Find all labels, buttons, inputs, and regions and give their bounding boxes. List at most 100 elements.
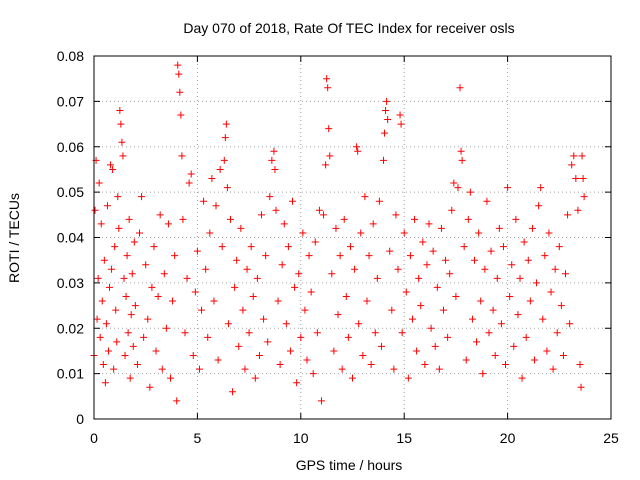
data-point bbox=[237, 224, 245, 232]
data-point bbox=[268, 156, 276, 164]
data-point bbox=[231, 283, 239, 291]
data-point bbox=[427, 324, 435, 332]
data-point bbox=[353, 143, 361, 151]
data-point bbox=[315, 206, 323, 214]
data-point bbox=[125, 215, 133, 223]
data-point bbox=[271, 165, 279, 173]
data-point bbox=[518, 374, 526, 382]
data-point bbox=[383, 97, 391, 105]
data-point bbox=[255, 351, 263, 359]
data-point bbox=[553, 329, 561, 337]
data-point bbox=[400, 229, 408, 237]
data-point bbox=[178, 152, 186, 160]
data-point bbox=[460, 243, 468, 251]
data-point bbox=[98, 297, 106, 305]
data-point bbox=[249, 292, 257, 300]
data-point bbox=[253, 274, 261, 282]
y-tick-label: 0.05 bbox=[57, 184, 84, 200]
data-point bbox=[258, 211, 266, 219]
data-point bbox=[419, 238, 427, 246]
data-point bbox=[216, 165, 224, 173]
data-point bbox=[386, 247, 394, 255]
data-point bbox=[262, 252, 270, 260]
data-point bbox=[462, 356, 470, 364]
data-point bbox=[313, 329, 321, 337]
data-point bbox=[160, 270, 168, 278]
data-point bbox=[100, 256, 108, 264]
data-point bbox=[466, 188, 474, 196]
data-point bbox=[135, 229, 143, 237]
data-point bbox=[530, 356, 538, 364]
data-point bbox=[303, 356, 311, 364]
data-point bbox=[183, 274, 191, 282]
y-tick-label: 0.06 bbox=[57, 139, 84, 155]
data-point bbox=[276, 361, 284, 369]
data-point bbox=[413, 347, 421, 355]
data-point bbox=[421, 361, 429, 369]
data-point bbox=[289, 197, 297, 205]
data-point bbox=[340, 215, 348, 223]
data-point bbox=[223, 184, 231, 192]
data-point bbox=[543, 347, 551, 355]
data-point bbox=[508, 261, 516, 269]
data-point bbox=[167, 374, 175, 382]
data-point bbox=[369, 220, 377, 228]
y-tick-label: 0.02 bbox=[57, 320, 84, 336]
data-point bbox=[93, 315, 101, 323]
data-point bbox=[264, 338, 272, 346]
data-point bbox=[154, 292, 162, 300]
data-point bbox=[97, 220, 105, 228]
data-point bbox=[284, 243, 292, 251]
data-point bbox=[311, 238, 319, 246]
data-point bbox=[96, 333, 104, 341]
data-point bbox=[354, 147, 362, 155]
axis-ticks: 0 5 10 15 20 25 0 0.01 0.02 0.03 0.04 0.05 0.06 0.07 0… bbox=[57, 48, 619, 446]
data-point bbox=[551, 265, 559, 273]
data-point bbox=[120, 274, 128, 282]
data-point bbox=[435, 365, 443, 373]
data-point bbox=[479, 370, 487, 378]
data-point bbox=[390, 365, 398, 373]
data-point bbox=[520, 238, 528, 246]
data-point bbox=[235, 342, 243, 350]
data-point bbox=[375, 197, 383, 205]
data-point bbox=[355, 320, 363, 328]
data-point bbox=[437, 224, 445, 232]
data-point bbox=[555, 243, 563, 251]
data-point bbox=[489, 306, 497, 314]
x-axis-label: GPS time / hours bbox=[296, 457, 403, 473]
data-point bbox=[94, 274, 102, 282]
data-point bbox=[557, 302, 565, 310]
data-point bbox=[116, 106, 124, 114]
data-point bbox=[187, 170, 195, 178]
data-point bbox=[280, 220, 288, 228]
data-point bbox=[464, 215, 472, 223]
data-point bbox=[502, 361, 510, 369]
data-point bbox=[475, 229, 483, 237]
data-point bbox=[107, 161, 115, 169]
data-point bbox=[326, 152, 334, 160]
data-point bbox=[454, 184, 462, 192]
data-point bbox=[152, 347, 160, 355]
data-point bbox=[363, 297, 371, 305]
data-point bbox=[241, 365, 249, 373]
data-point bbox=[133, 361, 141, 369]
data-point bbox=[537, 184, 545, 192]
data-point bbox=[411, 215, 419, 223]
data-point bbox=[114, 193, 122, 201]
data-point bbox=[176, 88, 184, 96]
data-point bbox=[218, 243, 226, 251]
data-point bbox=[392, 211, 400, 219]
data-point bbox=[247, 243, 255, 251]
data-point bbox=[431, 342, 439, 350]
data-point bbox=[101, 379, 109, 387]
data-point bbox=[359, 351, 367, 359]
data-point bbox=[99, 361, 107, 369]
data-point bbox=[309, 370, 317, 378]
data-point bbox=[433, 283, 441, 291]
x-tick-label: 20 bbox=[500, 430, 516, 446]
data-point bbox=[408, 315, 416, 323]
data-point bbox=[458, 156, 466, 164]
data-point bbox=[191, 288, 199, 296]
